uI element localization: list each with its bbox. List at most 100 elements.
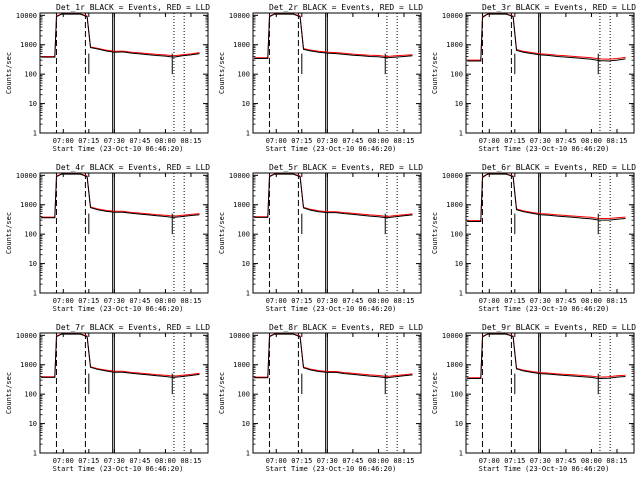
y-tick-label: 1	[459, 450, 463, 458]
plot-svg: Det_4r BLACK = Events, RED = LLD 1 10 100 10…	[5, 163, 210, 313]
lld-series-line	[41, 173, 200, 218]
x-tick-label: 07:45	[342, 137, 363, 145]
plot-title: Det_5r BLACK = Events, RED = LLD	[269, 163, 423, 172]
y-axis-label: Counts/sec	[431, 52, 439, 94]
detector-panel: Det_4r BLACK = Events, RED = LLD 1 10 100 10…	[0, 160, 213, 320]
y-tick-label: 10	[29, 260, 37, 268]
y-tick-label: 10	[455, 100, 463, 108]
x-tick-label: 07:30	[104, 457, 125, 465]
x-tick-label: 07:45	[342, 297, 363, 305]
plot-frame	[465, 172, 635, 294]
y-tick-label: 10	[242, 260, 250, 268]
x-tick-label: 07:30	[317, 297, 338, 305]
plot-frame	[465, 332, 635, 454]
y-tick-label: 1	[246, 450, 250, 458]
y-tick-label: 10000	[16, 332, 37, 340]
x-tick-label: 08:00	[155, 137, 176, 145]
y-tick-label: 10	[455, 260, 463, 268]
y-tick-label: 100	[450, 71, 463, 79]
y-axis-label: Counts/sec	[5, 372, 13, 414]
x-tick-label: 07:15	[504, 297, 525, 305]
y-tick-label: 10	[29, 420, 37, 428]
x-tick-label: 07:45	[555, 137, 576, 145]
x-tick-label: 07:30	[530, 457, 551, 465]
y-tick-label: 1000	[233, 201, 250, 209]
plot-title: Det_1r BLACK = Events, RED = LLD	[56, 3, 210, 12]
x-axis-label: Start Time (23-Oct-10 06:46:20)	[266, 465, 397, 473]
detector-panel: Det_5r BLACK = Events, RED = LLD 1 10 100 10…	[213, 160, 426, 320]
x-tick-label: 08:00	[368, 457, 389, 465]
plot-svg: Det_2r BLACK = Events, RED = LLD 1 10 100 10…	[218, 3, 423, 153]
x-axis-label: Start Time (23-Oct-10 06:46:20)	[479, 465, 610, 473]
x-tick-label: 08:15	[180, 297, 201, 305]
plot-svg: Det_6r BLACK = Events, RED = LLD 1 10 100 10…	[431, 163, 636, 313]
events-series-line	[41, 13, 200, 58]
x-tick-label: 07:30	[317, 137, 338, 145]
x-tick-label: 07:45	[555, 297, 576, 305]
y-tick-label: 1000	[233, 41, 250, 49]
plot-svg: Det_7r BLACK = Events, RED = LLD 1 10 100 10…	[5, 323, 210, 473]
y-tick-label: 100	[237, 71, 250, 79]
plot-svg: Det_9r BLACK = Events, RED = LLD 1 10 100 10…	[431, 323, 636, 473]
x-tick-label: 08:00	[155, 457, 176, 465]
x-tick-label: 07:15	[78, 137, 99, 145]
plot-title: Det_3r BLACK = Events, RED = LLD	[482, 3, 636, 12]
y-tick-label: 1000	[20, 201, 37, 209]
y-tick-label: 1000	[446, 41, 463, 49]
detector-panel: Det_7r BLACK = Events, RED = LLD 1 10 100 10…	[0, 320, 213, 480]
x-axis-label: Start Time (23-Oct-10 06:46:20)	[479, 305, 610, 313]
y-axis-label: Counts/sec	[5, 52, 13, 94]
plot-title: Det_4r BLACK = Events, RED = LLD	[56, 163, 210, 172]
y-axis-label: Counts/sec	[218, 372, 226, 414]
y-tick-label: 1	[33, 450, 37, 458]
detector-panel: Det_3r BLACK = Events, RED = LLD 1 10 100 10…	[426, 0, 639, 160]
x-tick-label: 07:30	[104, 297, 125, 305]
x-tick-label: 07:15	[291, 137, 312, 145]
plot-title: Det_9r BLACK = Events, RED = LLD	[482, 323, 636, 332]
detector-panel: Det_1r BLACK = Events, RED = LLD 1 10 100 10…	[0, 0, 213, 160]
x-tick-label: 07:30	[317, 457, 338, 465]
x-tick-label: 07:00	[479, 297, 500, 305]
x-tick-label: 07:45	[342, 457, 363, 465]
y-tick-label: 1	[246, 130, 250, 138]
y-tick-label: 10000	[442, 332, 463, 340]
y-axis-label: Counts/sec	[218, 212, 226, 254]
y-tick-label: 1000	[20, 361, 37, 369]
x-tick-label: 07:45	[555, 457, 576, 465]
plot-svg: Det_1r BLACK = Events, RED = LLD 1 10 100 10…	[5, 3, 210, 153]
x-tick-label: 07:45	[129, 297, 150, 305]
y-tick-label: 1	[459, 130, 463, 138]
events-series-line	[467, 333, 626, 380]
x-tick-label: 07:00	[53, 457, 74, 465]
x-tick-label: 07:00	[53, 137, 74, 145]
y-tick-label: 1	[246, 290, 250, 298]
y-axis-label: Counts/sec	[431, 212, 439, 254]
lld-series-line	[467, 173, 626, 222]
x-tick-label: 07:45	[129, 457, 150, 465]
y-tick-label: 10000	[16, 172, 37, 180]
lld-series-line	[467, 13, 626, 61]
y-tick-label: 1000	[233, 361, 250, 369]
lld-series-line	[254, 173, 413, 218]
x-axis-label: Start Time (23-Oct-10 06:46:20)	[266, 145, 397, 153]
plot-title: Det_7r BLACK = Events, RED = LLD	[56, 323, 210, 332]
y-tick-label: 1000	[446, 201, 463, 209]
x-tick-label: 07:30	[530, 137, 551, 145]
y-tick-label: 10	[29, 100, 37, 108]
plot-frame	[39, 12, 209, 134]
x-tick-label: 07:00	[479, 137, 500, 145]
x-tick-label: 07:00	[266, 137, 287, 145]
x-tick-label: 08:15	[393, 137, 414, 145]
x-tick-label: 08:00	[581, 297, 602, 305]
y-tick-label: 100	[237, 231, 250, 239]
plot-frame	[252, 332, 422, 454]
x-tick-label: 08:15	[606, 137, 627, 145]
y-tick-label: 100	[24, 231, 37, 239]
y-tick-label: 1000	[446, 361, 463, 369]
y-tick-label: 100	[24, 391, 37, 399]
y-tick-label: 10	[242, 420, 250, 428]
x-tick-label: 07:15	[291, 457, 312, 465]
x-tick-label: 07:15	[291, 297, 312, 305]
lld-series-line	[467, 333, 626, 379]
